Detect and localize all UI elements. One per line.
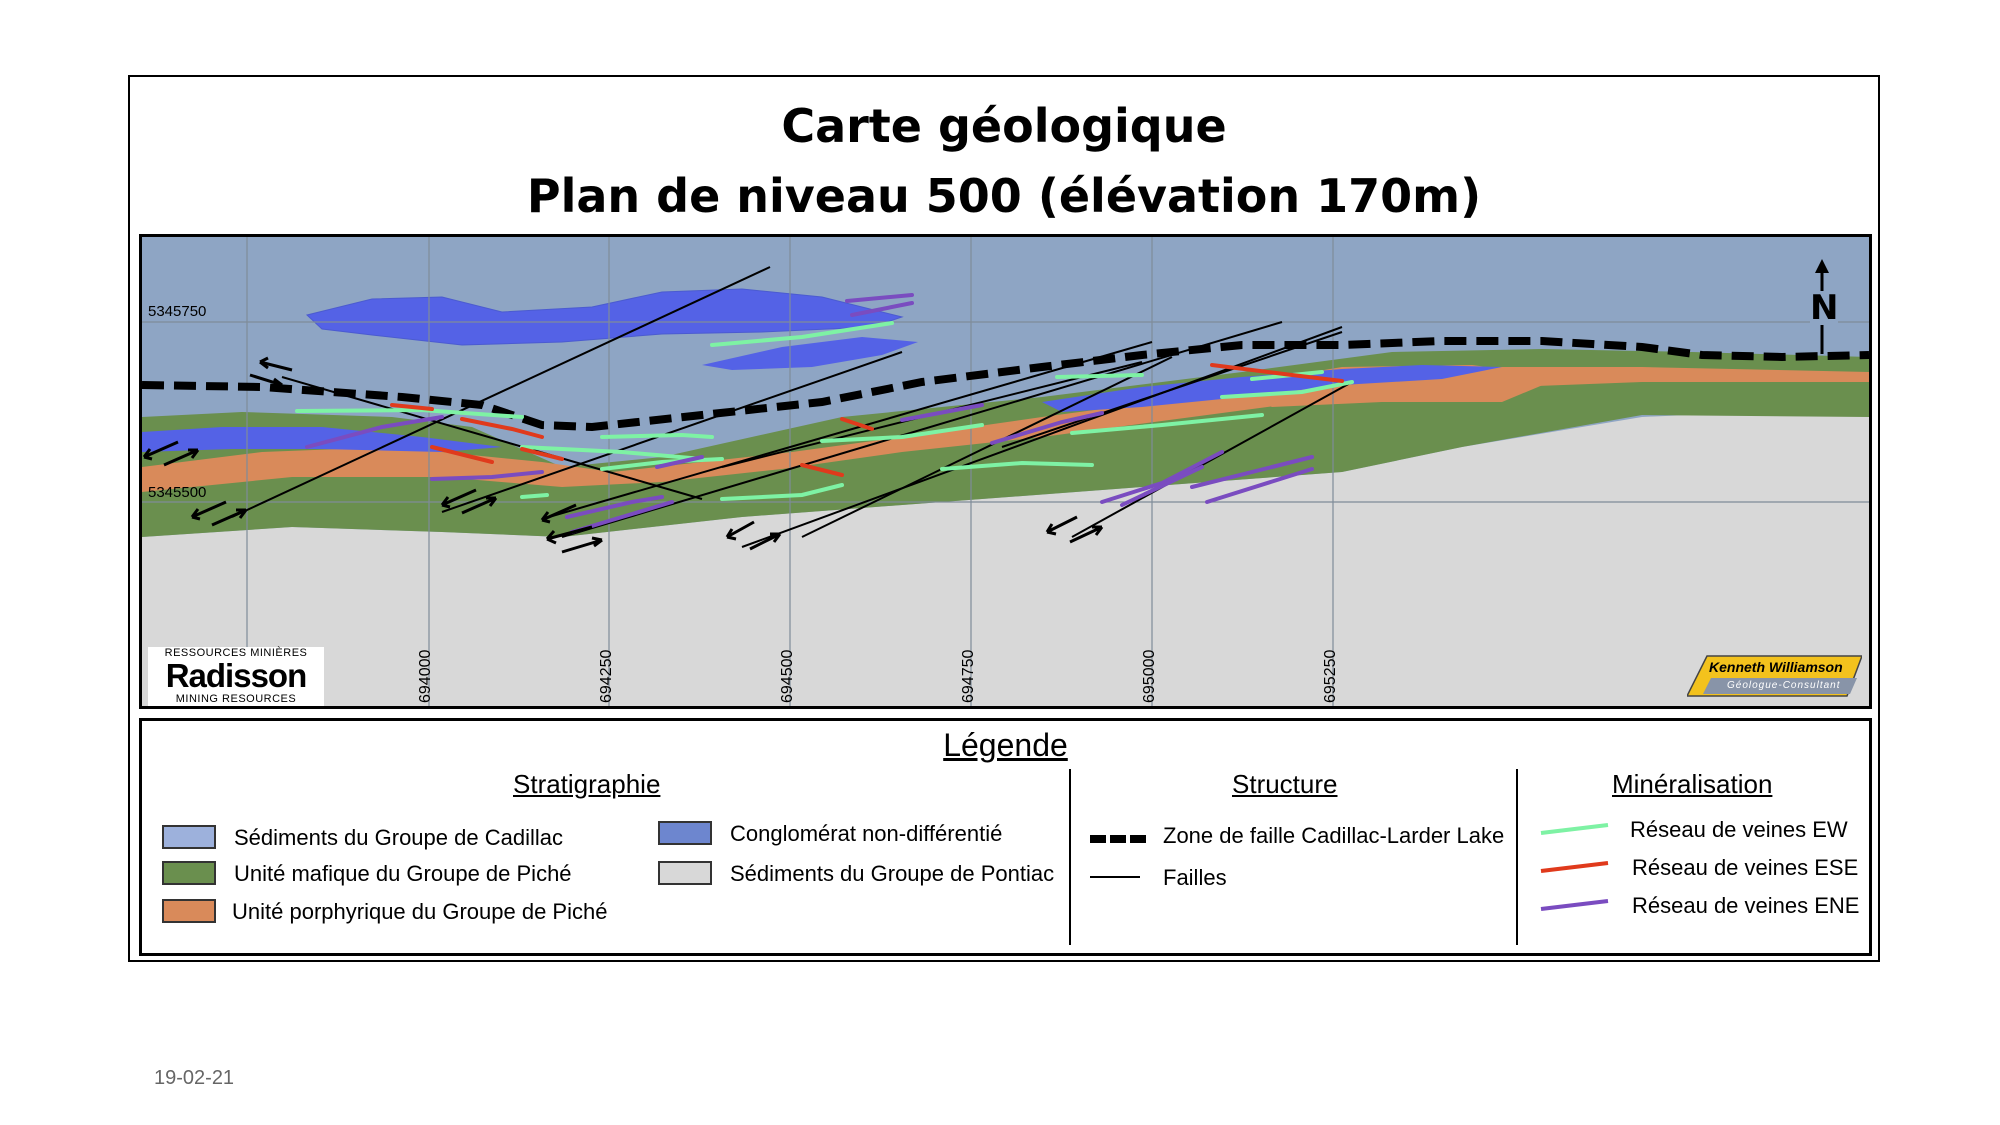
mineralisation-heading: Minéralisation (1612, 769, 1773, 799)
map-subtitle: Plan de niveau 500 (élévation 170m) (526, 169, 1482, 223)
legend-label-cadillac: Sédiments du Groupe de Cadillac (234, 825, 563, 850)
map-title: Carte géologique (781, 99, 1227, 153)
legend-label-fault-zone: Zone de faille Cadillac-Larder Lake (1163, 823, 1505, 848)
swatch-piche-porphyry (162, 899, 216, 923)
stratigraphy-heading: Stratigraphie (513, 769, 661, 799)
map-grid (142, 237, 1869, 706)
figure-frame: Carte géologique Plan de niveau 500 (élé… (128, 75, 1880, 962)
swatch-pontiac (658, 861, 712, 885)
cadillac-larder-lake-fault (142, 337, 1869, 432)
faults (231, 266, 1353, 548)
easting-label-695000: 695000 (1141, 649, 1158, 703)
kenneth-williamson-logo: Kenneth Williamson Géologue-Consultant (1687, 654, 1862, 698)
swatch-cadillac (162, 825, 216, 849)
conglomerate-lens-east (1042, 365, 1502, 412)
swatch-conglomerate (658, 821, 712, 845)
easting-label-694250: 694250 (598, 649, 615, 703)
easting-label-694500: 694500 (779, 649, 796, 703)
radisson-logo: RESSOURCES MINIÈRES Radisson MINING RESO… (148, 647, 324, 706)
pontiac-unit (142, 407, 1869, 706)
legend-label-veins-ese: Réseau de veines ESE (1632, 855, 1859, 880)
veins-ese (390, 363, 1344, 477)
northing-label-5345500: 5345500 (148, 484, 207, 501)
fault-symbol (1090, 876, 1140, 878)
legend-label-piche-mafic: Unité mafique du Groupe de Piché (234, 861, 572, 886)
legend-label-conglomerate: Conglomérat non-différentié (730, 821, 1003, 846)
easting-label-694750: 694750 (960, 649, 977, 703)
north-arrow-icon: N (1802, 259, 1842, 359)
map-canvas (142, 237, 1869, 706)
legend-label-piche-porphyry: Unité porphyrique du Groupe de Piché (232, 899, 608, 924)
shear-arrows (142, 356, 1104, 554)
veins-ew (295, 321, 1354, 501)
legend-label-pontiac: Sédiments du Groupe de Pontiac (730, 861, 1055, 886)
northing-label-5345750: 5345750 (148, 303, 207, 320)
fault-zone-symbol (1090, 835, 1146, 843)
conglomerate-lens-2 (702, 337, 918, 370)
geologic-map: 5345750 5345500 694000 694250 694500 694… (139, 234, 1872, 709)
easting-label-695250: 695250 (1322, 649, 1339, 703)
legend-label-veins-ew: Réseau de veines EW (1630, 817, 1848, 842)
porphyry-unit (142, 367, 1869, 492)
conglomerate-north (305, 288, 904, 346)
legend-divider-2 (1516, 769, 1518, 945)
north-label: N (1810, 288, 1839, 328)
date-stamp: 19-02-21 (154, 1067, 235, 1089)
conglomerate-lens-west (142, 427, 502, 452)
legend-title: Légende (943, 727, 1068, 763)
legend-panel: Légende Stratigraphie Structure Minérali… (139, 718, 1872, 956)
legend-label-veins-ene: Réseau de veines ENE (1632, 893, 1860, 918)
vein-symbols (1540, 823, 1609, 911)
legend-label-faults: Failles (1163, 865, 1227, 890)
legend-divider-1 (1069, 769, 1071, 945)
structure-heading: Structure (1232, 769, 1338, 799)
swatch-piche-mafic (162, 861, 216, 885)
easting-label-694000: 694000 (417, 649, 434, 703)
